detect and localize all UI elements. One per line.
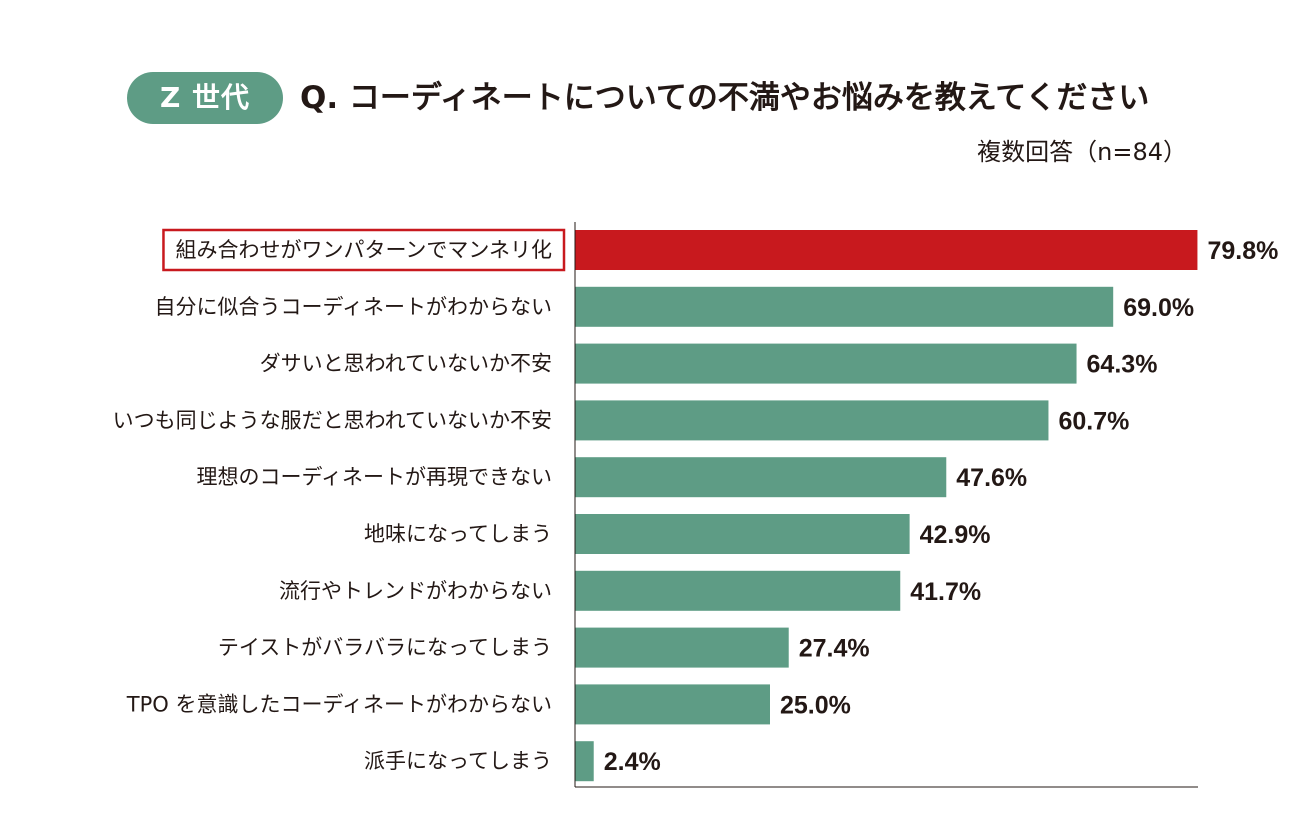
chart-subtitle: 複数回答（n=84）: [977, 138, 1187, 166]
category-label-0: 組み合わせがワンパターンでマンネリ化: [175, 238, 552, 262]
category-label-3: いつも同じような服だと思われていないか不安: [113, 408, 552, 432]
bar-4: [575, 457, 947, 498]
bar-0: [575, 230, 1198, 270]
bar-3: [575, 400, 1049, 441]
generation-badge: Z 世代: [127, 72, 283, 124]
question-title: Q. コーディネートについての不満やお悩みを教えてください: [300, 80, 1150, 116]
bar-1: [575, 286, 1114, 327]
value-label-5: 42.9%: [920, 521, 991, 549]
category-label-6: 流行やトレンドがわからない: [279, 579, 552, 603]
category-label-1: 自分に似合うコーディネートがわからない: [154, 295, 552, 319]
bar-8: [575, 684, 770, 725]
category-label-2: ダサいと思われていないか不安: [260, 352, 552, 376]
value-label-2: 64.3%: [1087, 351, 1158, 379]
highlight-box: [162, 228, 566, 272]
category-label-8: TPO を意識したコーディネートがわからない: [126, 692, 552, 716]
value-label-6: 41.7%: [910, 578, 981, 606]
bar-5: [575, 514, 910, 554]
value-label-3: 60.7%: [1058, 407, 1129, 435]
bar-2: [575, 343, 1077, 384]
value-label-0: 79.8%: [1207, 237, 1278, 265]
value-label-7: 27.4%: [799, 635, 870, 663]
value-label-9: 2.4%: [604, 748, 661, 776]
category-label-9: 派手になってしまう: [364, 749, 552, 773]
category-label-4: 理想のコーディネートが再現できない: [196, 465, 552, 489]
category-label-7: テイストがバラバラになってしまう: [218, 636, 552, 660]
bar-9: [575, 741, 594, 782]
category-label-5: 地味になってしまう: [364, 522, 552, 546]
value-label-1: 69.0%: [1123, 294, 1194, 322]
bar-6: [575, 570, 901, 611]
bar-7: [575, 627, 789, 668]
value-label-8: 25.0%: [780, 691, 851, 719]
value-label-4: 47.6%: [956, 464, 1027, 492]
